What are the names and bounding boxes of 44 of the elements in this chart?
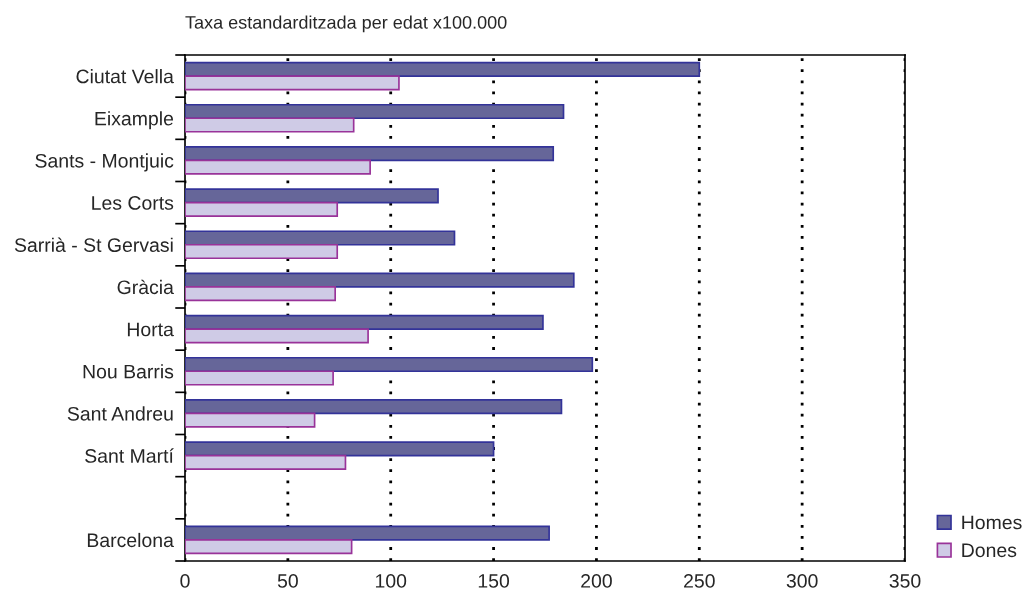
- y-tick-label: Barcelona: [87, 532, 174, 548]
- bar: [185, 412, 316, 428]
- y-tick-label: Sants - Montjuic: [35, 153, 174, 172]
- x-tick-label: 200: [581, 574, 612, 588]
- bar: [185, 75, 400, 91]
- bar: [185, 188, 439, 204]
- bar: [185, 370, 334, 386]
- y-tick-label: Nou Barris: [83, 364, 174, 379]
- chart-title: Taxa estandarditzada per edat x100.000: [185, 15, 507, 33]
- bar: [185, 454, 347, 470]
- bar: [185, 356, 594, 373]
- bar: [185, 243, 339, 260]
- bar: [185, 328, 369, 344]
- bar: [185, 272, 575, 288]
- bar: [185, 441, 495, 457]
- bar: [185, 159, 371, 175]
- y-tick-label: Sant Andreu: [67, 406, 173, 421]
- bar: [185, 201, 339, 217]
- bar: [185, 286, 337, 302]
- bar: [185, 399, 563, 415]
- y-tick-label: Eixample: [95, 111, 174, 130]
- y-tick-label: Sarrià - St Gervasi: [14, 237, 173, 252]
- x-tick-label: 250: [684, 574, 715, 588]
- x-tick-label: 300: [786, 574, 818, 588]
- legend-label: Dones: [962, 543, 1017, 558]
- bar: [185, 61, 701, 77]
- bar: [185, 103, 565, 120]
- y-tick-label: Sant Martí: [85, 448, 174, 463]
- x-tick-label: 0: [180, 574, 190, 588]
- bar: [185, 230, 456, 246]
- y-tick-label: Les Corts: [92, 196, 174, 210]
- bar: [185, 146, 555, 162]
- x-tick-label: 150: [478, 574, 510, 588]
- y-tick-label: Gràcia: [117, 279, 174, 295]
- x-tick-label: 100: [375, 574, 407, 588]
- y-tick-label: Horta: [127, 322, 174, 337]
- legend-label: Homes: [962, 515, 1022, 530]
- bar: [185, 539, 353, 555]
- bar: [185, 117, 355, 133]
- x-tick-label: 350: [889, 574, 921, 588]
- x-tick-label: 50: [277, 574, 298, 588]
- bar: [185, 314, 544, 330]
- y-tick-label: Ciutat Vella: [76, 69, 174, 84]
- bar: [185, 525, 550, 541]
